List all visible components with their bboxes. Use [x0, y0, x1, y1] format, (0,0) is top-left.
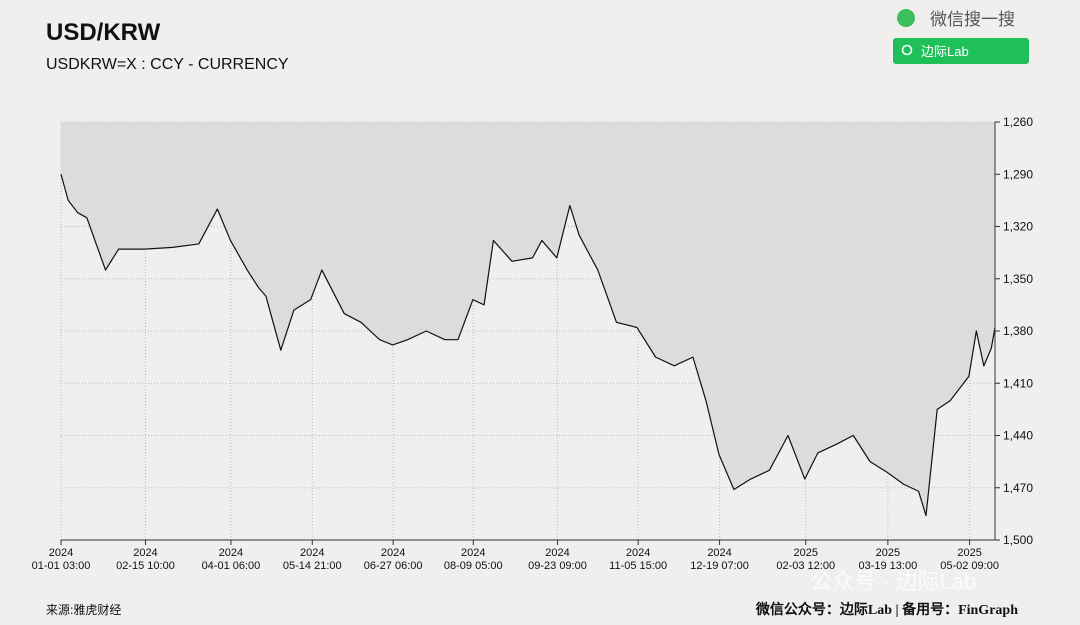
- area: [61, 122, 995, 516]
- footer: 微信公众号：边际Lab | 备用号：FinGraph: [755, 601, 1018, 618]
- x-tick-year: 2024: [300, 547, 324, 559]
- chart-title: USD/KRW: [46, 19, 161, 46]
- y-tick-label: 1,350: [1003, 272, 1033, 286]
- search-icon: [901, 44, 913, 56]
- x-tick-label: 02-15 10:00: [116, 560, 175, 572]
- x-tick-year: 2024: [461, 547, 485, 559]
- chart-subtitle: USDKRW=X : CCY - CURRENCY: [46, 56, 289, 73]
- y-tick-label: 1,260: [1003, 115, 1033, 129]
- x-tick-label: 06-27 06:00: [364, 560, 423, 572]
- x-tick-year: 2024: [219, 547, 243, 559]
- x-tick-label: 11-05 15:00: [609, 560, 667, 572]
- x-tick-year: 2024: [626, 547, 650, 559]
- watermark: 公众号 · 边际Lab: [810, 569, 976, 594]
- y-tick-label: 1,290: [1003, 167, 1033, 181]
- x-tick-label: 05-02 09:00: [940, 560, 999, 572]
- x-tick-year: 2024: [133, 547, 157, 559]
- x-tick-year: 2025: [793, 547, 817, 559]
- x-tick-year: 2024: [545, 547, 569, 559]
- y-tick-label: 1,410: [1003, 376, 1033, 390]
- x-tick-label: 08-09 05:00: [444, 560, 503, 572]
- x-tick-year: 2024: [707, 547, 731, 559]
- plot: 1,260 1,290 1,320 1,350 1,380 1,410 1,440 1,470…: [32, 115, 1034, 572]
- x-tick-label: 03-19 13:00: [858, 560, 917, 572]
- x-tick-year: 2024: [49, 547, 73, 559]
- x-tick-year: 2024: [381, 547, 405, 559]
- source: 来源:雅虎财经: [46, 602, 121, 617]
- y-tick-label: 1,440: [1003, 429, 1033, 443]
- x-tick-label: 04-01 06:00: [202, 560, 261, 572]
- x-tick-label: 02-03 12:00: [776, 560, 835, 572]
- search-button-label[interactable]: 边际Lab: [921, 44, 969, 59]
- y-tick-label: 1,470: [1003, 481, 1033, 495]
- x-tick-year: 2025: [957, 547, 981, 559]
- y-tick-label: 1,380: [1003, 324, 1033, 338]
- search-label: 微信搜一搜: [930, 10, 1015, 29]
- x-tick-year: 2025: [876, 547, 900, 559]
- x-tick-label: 12-19 07:00: [690, 560, 749, 572]
- y-tick-label: 1,320: [1003, 220, 1033, 234]
- wechat-icon: [897, 9, 915, 27]
- price-line: [60, 174, 996, 517]
- x-tick-label: 01-01 03:00: [32, 560, 91, 572]
- y-tick-label: 1,500: [1003, 533, 1033, 547]
- x-tick-label: 05-14 21:00: [283, 560, 342, 572]
- search-button[interactable]: [893, 38, 1029, 64]
- x-tick-label: 09-23 09:00: [528, 560, 587, 572]
